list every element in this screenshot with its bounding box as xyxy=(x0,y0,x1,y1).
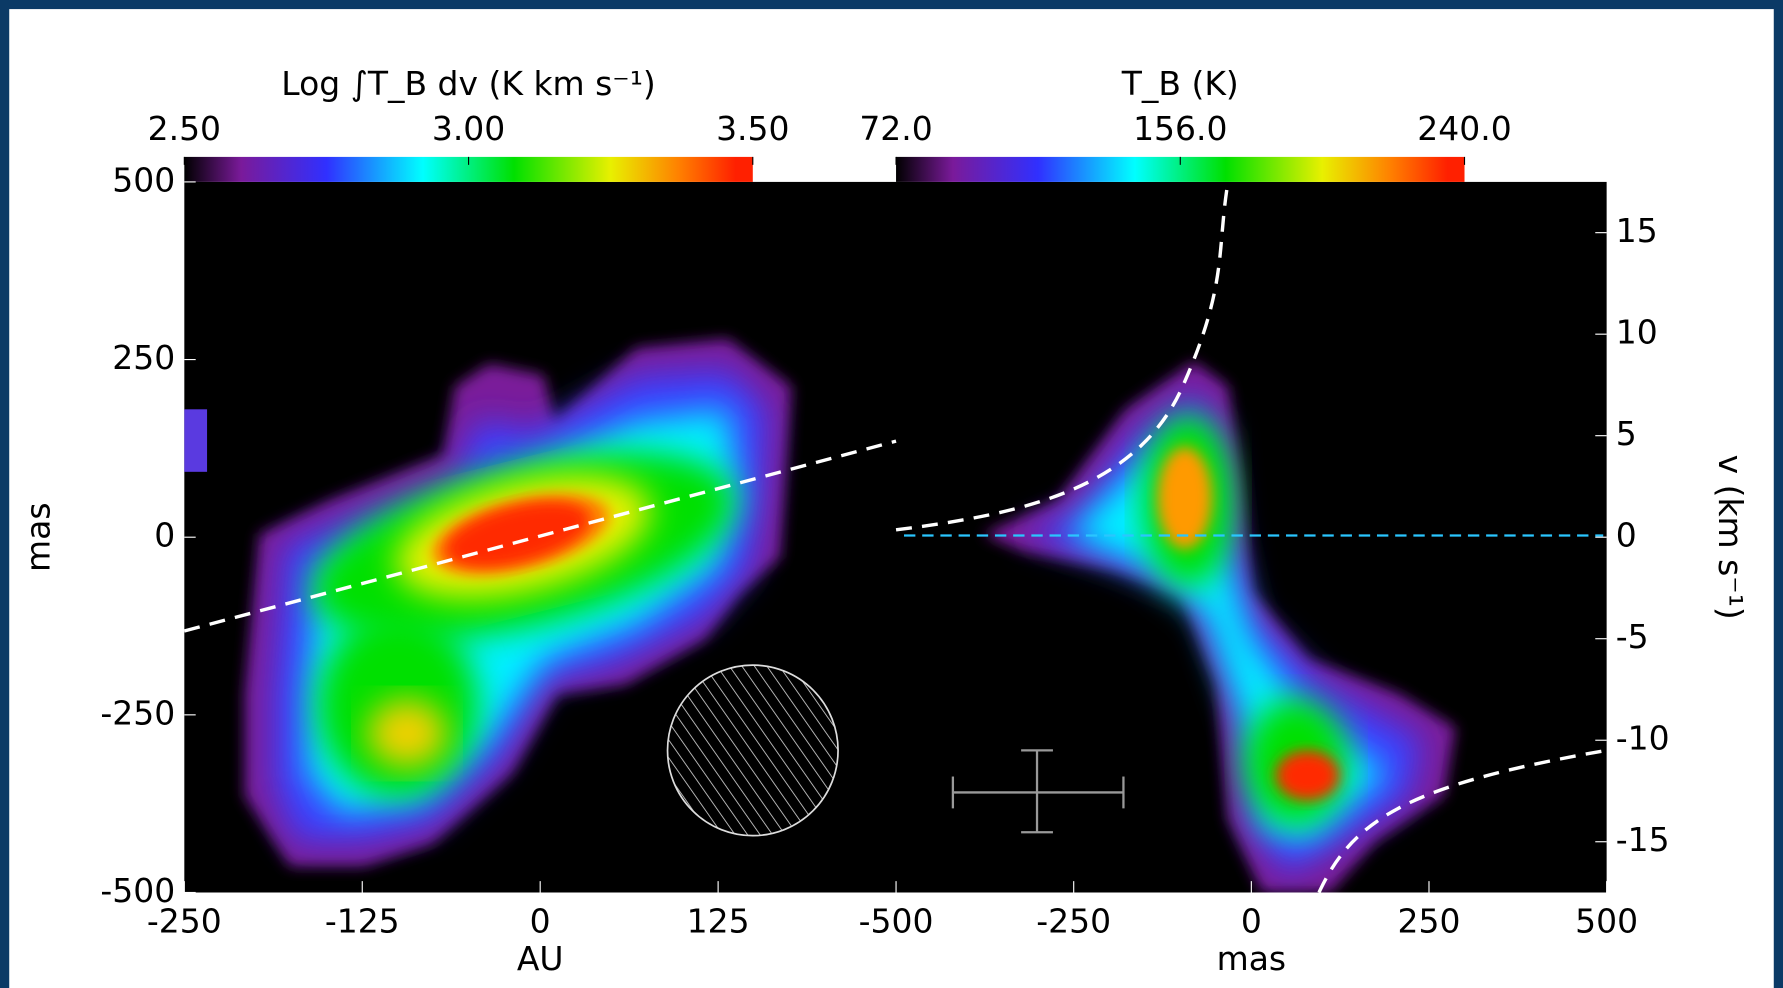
x-tick-label: 500 xyxy=(1575,902,1638,941)
colorbar-tick-label: 72.0 xyxy=(859,109,932,148)
y-tick-label: -10 xyxy=(1616,719,1670,758)
y-tick-label: -15 xyxy=(1616,820,1670,859)
x-tick-label: 250 xyxy=(1398,902,1461,941)
x-tick-label: 125 xyxy=(687,902,750,941)
y-tick-label: 0 xyxy=(154,516,175,555)
colorbar-title: Log ∫T_B dv (K km s⁻¹) xyxy=(281,64,655,103)
resolution-cross xyxy=(951,749,1125,834)
y-tick-label: -5 xyxy=(1616,617,1649,656)
keplerian-curve xyxy=(895,181,1230,532)
y-tick-label: -500 xyxy=(100,871,175,910)
x-tick-label: -500 xyxy=(859,902,934,941)
x-axis-label: AU xyxy=(517,939,564,978)
keplerian-curve xyxy=(1317,748,1607,894)
y-tick-label: 500 xyxy=(112,160,175,199)
x-tick-label: -125 xyxy=(325,902,400,941)
colorbar-tick-label: 156.0 xyxy=(1133,109,1227,148)
x-axis-label: mas xyxy=(1217,939,1286,978)
x-tick-label: -250 xyxy=(147,902,222,941)
y-tick-label: 15 xyxy=(1616,211,1658,250)
colorbar-tick-label: 240.0 xyxy=(1417,109,1511,148)
colorbar-tick-label: 2.50 xyxy=(148,109,221,148)
y-tick-label: 10 xyxy=(1616,313,1658,352)
map-image xyxy=(184,338,792,867)
y-tick-label: 0 xyxy=(1616,516,1637,555)
y-axis-label: v (km s⁻¹) xyxy=(1711,455,1750,620)
y-tick-label: -250 xyxy=(100,693,175,732)
x-tick-label: -250 xyxy=(1036,902,1111,941)
x-tick-label: 0 xyxy=(530,902,551,941)
y-axis-label: mas xyxy=(18,502,57,571)
y-tick-label: 250 xyxy=(112,338,175,377)
pv-image xyxy=(983,361,1456,893)
colorbar-title: T_B (K) xyxy=(1121,64,1239,103)
y-tick-label: 5 xyxy=(1616,414,1637,453)
colorbar-tick-label: 3.00 xyxy=(432,109,505,148)
beam xyxy=(666,664,839,837)
disk-axis xyxy=(183,439,897,633)
x-tick-label: 0 xyxy=(1241,902,1262,941)
colorbar-tick-label: 3.50 xyxy=(716,109,789,148)
